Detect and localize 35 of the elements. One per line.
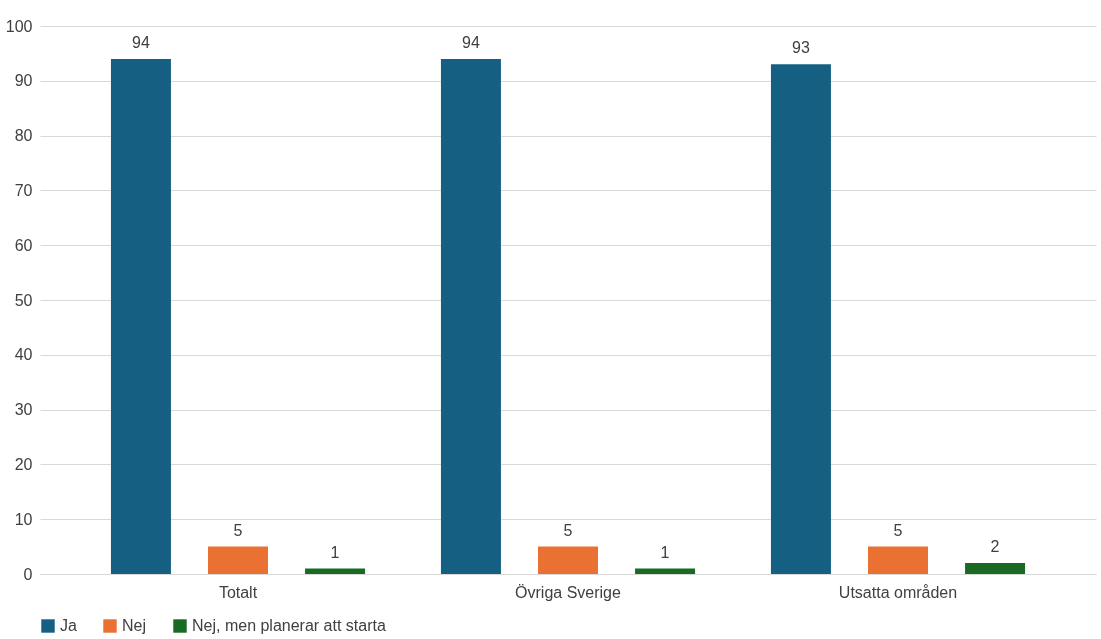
y-tick-label: 0 — [23, 565, 33, 583]
bar — [635, 568, 696, 574]
y-tick-label: 20 — [14, 455, 33, 473]
y-tick-label: 70 — [14, 181, 33, 199]
x-tick-label: Totalt — [218, 583, 258, 601]
legend-label: Nej, men planerar att starta — [192, 617, 386, 634]
bar — [868, 546, 928, 574]
bar — [538, 546, 598, 574]
bar — [110, 58, 171, 574]
y-tick-label: 50 — [14, 291, 33, 309]
y-tick-label: 80 — [14, 127, 33, 145]
data-label: 94 — [132, 33, 150, 51]
y-tick-label: 40 — [14, 346, 33, 364]
data-label: 5 — [233, 521, 243, 539]
bar — [770, 64, 831, 574]
y-tick-label: 60 — [14, 236, 33, 254]
x-tick-label: Utsatta områden — [838, 583, 958, 601]
data-label: 5 — [893, 521, 903, 539]
y-tick-label: 100 — [5, 17, 33, 35]
data-label: 1 — [660, 543, 670, 561]
y-tick-label: 10 — [14, 510, 33, 528]
data-label: 5 — [563, 521, 573, 539]
bar — [208, 546, 268, 574]
bar — [965, 563, 1026, 574]
bar — [305, 568, 366, 574]
y-tick-label: 30 — [14, 401, 33, 419]
y-tick-label: 90 — [14, 72, 33, 90]
data-label: 94 — [462, 33, 480, 51]
x-tick-label: Övriga Sverige — [515, 583, 622, 601]
data-label: 2 — [990, 538, 1000, 556]
legend-label: Nej — [122, 617, 147, 634]
legend-label: Ja — [60, 617, 77, 634]
data-label: 93 — [792, 39, 810, 57]
data-label: 1 — [330, 543, 340, 561]
bar — [440, 58, 501, 574]
